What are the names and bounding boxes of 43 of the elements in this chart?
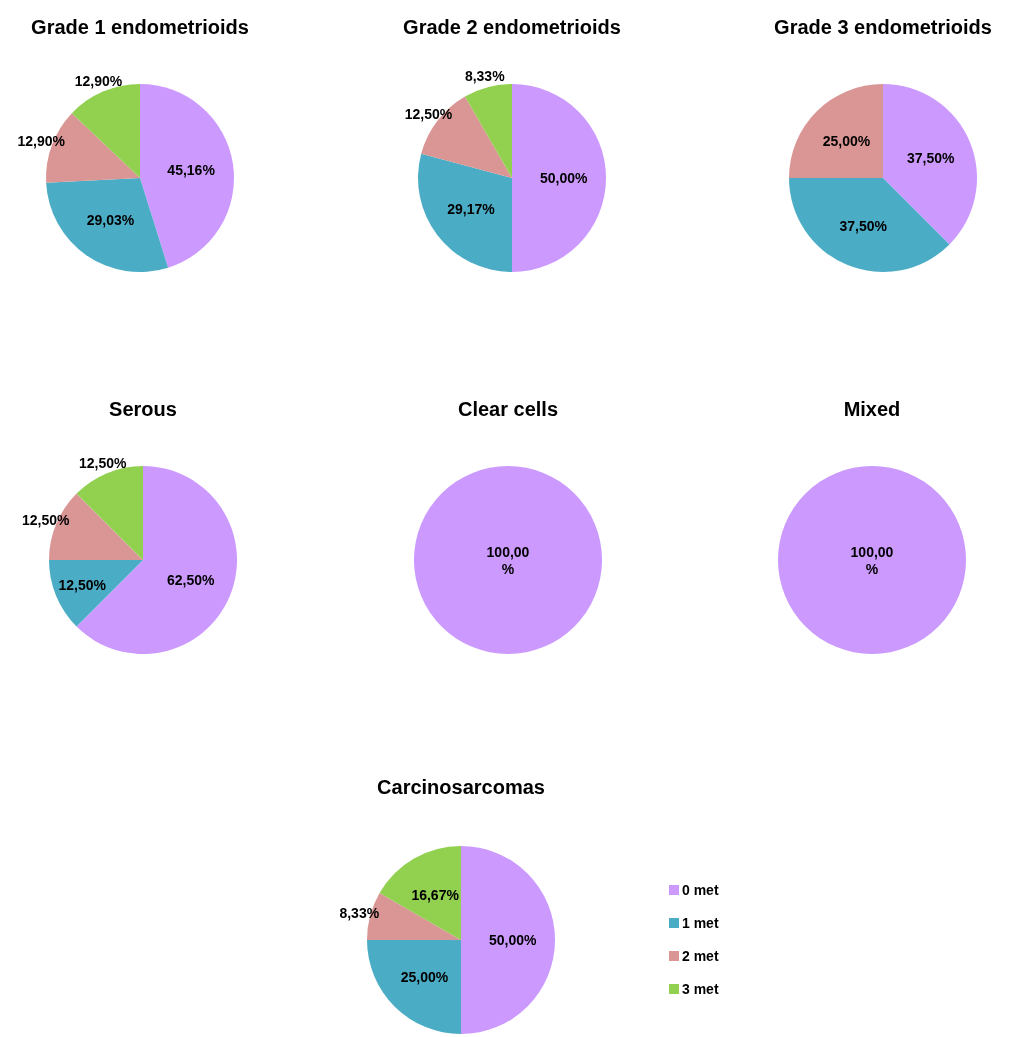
data-label: 50,00% xyxy=(539,170,588,186)
pie-slice xyxy=(49,560,143,627)
pie-slice xyxy=(461,846,555,1034)
data-label: 100,00% xyxy=(486,544,530,577)
data-label: 100,00% xyxy=(850,544,894,577)
data-label: 50,00% xyxy=(488,932,537,948)
data-label: 16,67% xyxy=(411,887,460,904)
data-label: 62,50% xyxy=(167,571,216,588)
data-label: 45,16% xyxy=(167,162,216,179)
pie-slice xyxy=(418,153,512,272)
chart-title: Grade 3 endometrioids xyxy=(774,16,992,39)
chart-title: Carcinosarcomas xyxy=(377,776,545,799)
pie-slice xyxy=(46,178,169,272)
pie-slice xyxy=(379,846,461,940)
data-label: 12,50% xyxy=(58,577,107,594)
data-label: 8,33% xyxy=(339,904,380,921)
data-label: 12,50% xyxy=(78,454,127,471)
data-label: 29,17% xyxy=(447,201,496,218)
legend-label: 2 met xyxy=(682,948,719,964)
pie-slice xyxy=(367,940,461,1034)
pie-slice xyxy=(789,84,883,178)
chart-title: Grade 2 endometrioids xyxy=(403,16,621,39)
chart-title: Clear cells xyxy=(457,398,559,421)
pie-slice xyxy=(465,84,512,178)
data-label: 12,90% xyxy=(17,133,66,150)
legend-label: 1 met xyxy=(682,915,719,931)
data-label: 12,90% xyxy=(74,73,123,90)
data-label: 37,50% xyxy=(907,150,956,167)
data-label: 29,03% xyxy=(86,212,135,229)
data-label: 25,00% xyxy=(822,133,871,150)
chart-title: Grade 1 endometrioids xyxy=(31,16,249,39)
data-label: 37,50% xyxy=(839,217,888,234)
legend-label: 3 met xyxy=(682,981,719,997)
pie-slice xyxy=(512,84,606,272)
data-label: 25,00% xyxy=(400,968,449,985)
legend-label: 0 met xyxy=(682,882,719,898)
data-label: 12,50% xyxy=(21,511,71,528)
data-label: 8,33% xyxy=(464,68,506,85)
chart-title: Serous xyxy=(109,398,177,421)
pie-slice xyxy=(140,84,234,268)
data-label: 12,50% xyxy=(404,105,453,122)
chart-title: Mixed xyxy=(843,398,901,421)
pie-slice xyxy=(789,178,950,272)
